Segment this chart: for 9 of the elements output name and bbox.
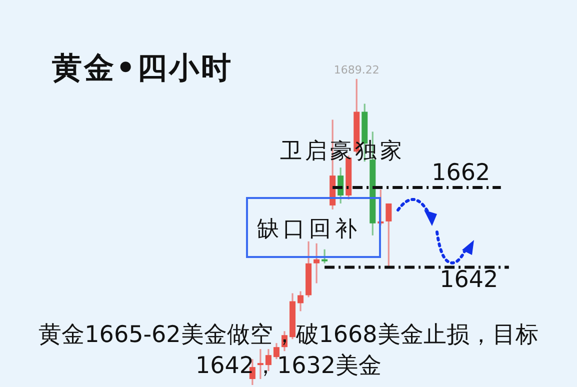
annotation: 黄金1665-62美金做空，破1668美金止损，目标1642，1632美金 [38, 321, 540, 381]
annotation: 卫启豪独家 [280, 138, 405, 166]
ref-line-label: 1642 [440, 266, 498, 293]
candlestick [314, 243, 320, 284]
annotation: 缺口回补 [257, 216, 361, 244]
ref-line-label: 1662 [432, 160, 490, 186]
candlestick [257, 349, 264, 380]
text: 黄金•四小时 [52, 50, 234, 88]
annotation: 1689.22 [334, 63, 380, 76]
